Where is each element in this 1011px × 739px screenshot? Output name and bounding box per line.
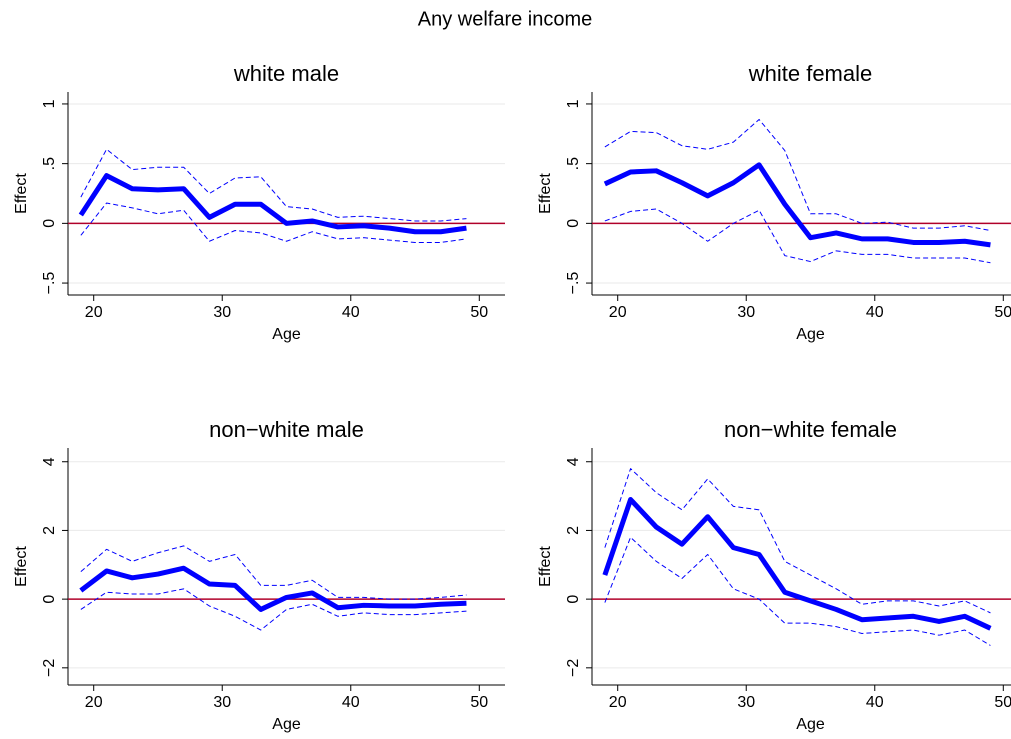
x-tick-label: 30 (213, 694, 231, 711)
y-tick-label: 2 (565, 526, 582, 535)
y-tick-label: 0 (41, 219, 58, 228)
x-tick-label: 50 (470, 694, 488, 711)
x-tick-label: 50 (994, 304, 1011, 321)
y-axis-label: Effect (13, 173, 30, 214)
y-tick-label: −2 (565, 659, 582, 677)
y-axis-label: Effect (537, 173, 554, 214)
y-axis-label: Effect (13, 546, 30, 587)
panel-title: white female (748, 61, 873, 86)
y-tick-label: 4 (41, 457, 58, 466)
y-tick-label: 2 (41, 526, 58, 535)
y-tick-label: 1 (41, 99, 58, 108)
ci-line (604, 536, 991, 646)
x-tick-label: 40 (866, 694, 884, 711)
x-tick-label: 40 (866, 304, 884, 321)
x-axis-label: Age (272, 716, 301, 733)
y-tick-label: 0 (565, 219, 582, 228)
x-axis-label: Age (796, 326, 825, 343)
ci-line (604, 468, 991, 614)
ci-line (80, 148, 467, 222)
x-tick-label: 20 (85, 694, 103, 711)
y-tick-label: 4 (565, 457, 582, 466)
ci-line (80, 545, 467, 600)
x-axis-label: Age (796, 716, 825, 733)
figure-title: Any welfare income (418, 8, 593, 30)
y-tick-label: 0 (41, 595, 58, 604)
y-axis-label: Effect (537, 546, 554, 587)
y-tick-label: .5 (41, 157, 58, 170)
y-tick-label: −2 (41, 659, 58, 677)
x-tick-label: 20 (609, 304, 627, 321)
ci-line (80, 588, 467, 631)
x-axis-label: Age (272, 326, 301, 343)
y-tick-label: .5 (565, 157, 582, 170)
x-tick-label: 40 (342, 304, 360, 321)
x-tick-label: 20 (85, 304, 103, 321)
y-tick-label: −.5 (565, 272, 582, 295)
ci-line (80, 202, 467, 243)
panel-title: non−white male (209, 417, 364, 442)
y-tick-label: −.5 (41, 272, 58, 295)
estimate-line (79, 565, 467, 612)
x-tick-label: 30 (213, 304, 231, 321)
estimate-line (78, 173, 467, 235)
x-tick-label: 50 (994, 694, 1011, 711)
y-tick-label: 0 (565, 595, 582, 604)
x-tick-label: 40 (342, 694, 360, 711)
panel-title: white male (233, 61, 339, 86)
x-tick-label: 50 (470, 304, 488, 321)
estimate-line (602, 497, 992, 631)
ci-line (604, 208, 991, 264)
x-tick-label: 30 (737, 694, 755, 711)
y-tick-label: 1 (565, 99, 582, 108)
panel-title: non−white female (724, 417, 897, 442)
estimate-line (603, 162, 991, 248)
x-tick-label: 30 (737, 304, 755, 321)
x-tick-label: 20 (609, 694, 627, 711)
